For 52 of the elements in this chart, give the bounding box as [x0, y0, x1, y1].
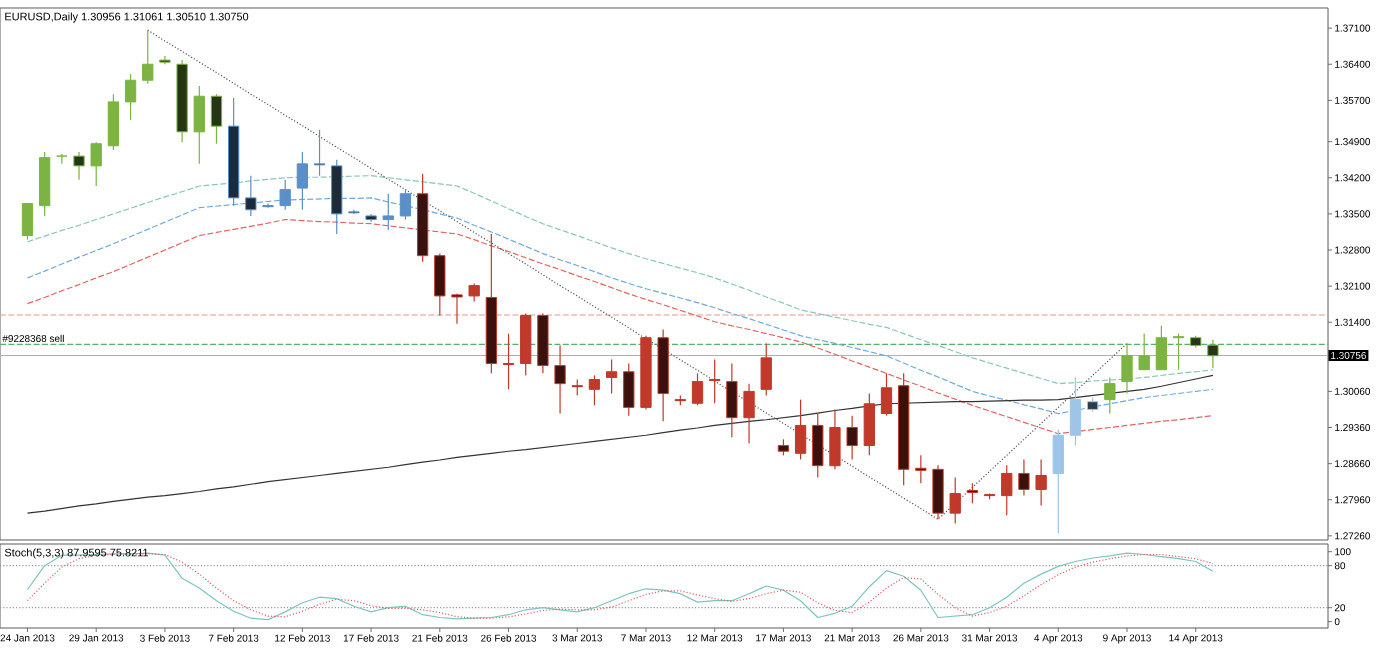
candlestick: [382, 193, 394, 231]
candlestick: [605, 358, 618, 395]
candlestick: [863, 392, 875, 456]
candlestick: [932, 464, 944, 520]
candlestick: [502, 332, 515, 390]
candlestick: [1035, 458, 1047, 507]
candlestick: [468, 282, 480, 303]
candlestick: [193, 85, 205, 165]
candlestick: [966, 482, 979, 504]
candlestick: [245, 175, 257, 217]
candlestick: [1207, 339, 1219, 369]
candlestick: [760, 342, 772, 397]
candlestick: [1018, 458, 1030, 497]
candlestick: [434, 253, 446, 317]
candlestick: [142, 29, 154, 85]
candlestick: [279, 179, 291, 211]
candlestick: [451, 293, 463, 325]
candlestick: [1069, 376, 1082, 447]
candlestick: [588, 374, 601, 406]
candlestick: [1104, 376, 1116, 415]
candlestick: [794, 399, 807, 461]
candlestick: [56, 153, 68, 165]
candlestick: [1001, 464, 1013, 516]
candlestick: [554, 344, 566, 415]
candlestick: [399, 189, 412, 221]
candlestick: [90, 141, 102, 187]
candlestick: [107, 93, 120, 151]
candlestick: [1172, 332, 1185, 371]
candlestick: [1155, 325, 1168, 371]
candlestick: [726, 362, 738, 438]
candlestick: [331, 159, 343, 235]
candlestick: [709, 358, 721, 404]
candlestick: [210, 93, 223, 145]
candlestick: [296, 151, 309, 211]
candlestick: [39, 151, 51, 217]
candlestick: [124, 73, 137, 121]
candlestick: [313, 129, 326, 177]
candlestick: [691, 372, 704, 406]
candlestick: [846, 415, 858, 461]
candlestick: [829, 408, 841, 470]
candlestick: [623, 362, 635, 417]
candlestick: [949, 476, 961, 525]
candlestick: [1138, 332, 1150, 371]
candlestick: [73, 151, 85, 181]
candlestick: [880, 372, 893, 417]
candlestick: [1121, 342, 1133, 395]
candlestick: [915, 454, 927, 484]
candlestick: [1052, 428, 1064, 534]
candlestick: [812, 412, 824, 479]
candlestick: [21, 202, 34, 241]
candlestick: [520, 312, 532, 376]
candlestick: [743, 383, 755, 445]
